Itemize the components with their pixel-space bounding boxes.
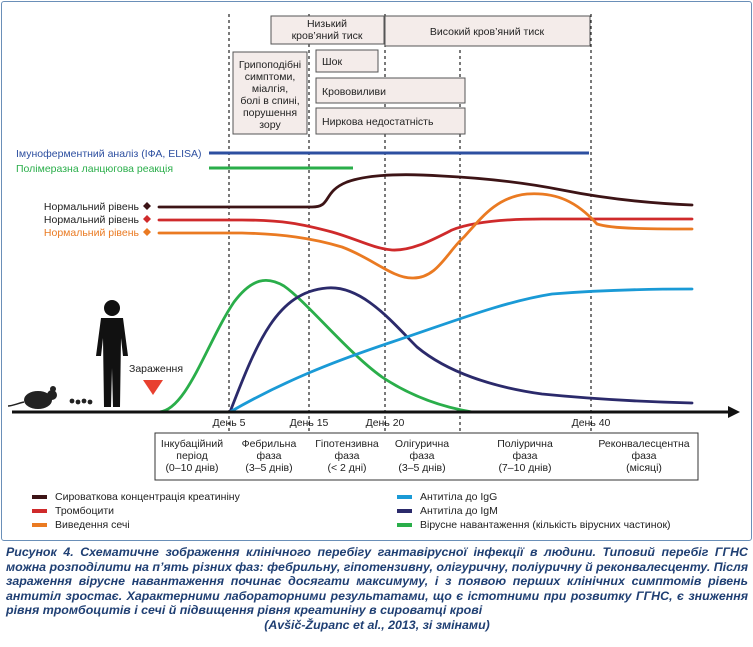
flu-symptoms-box bbox=[232, 51, 308, 135]
pcr-label: Полімеразна ланцюгова реакція bbox=[16, 163, 173, 175]
top-boxes: Низький кров’яний тиск Високий кров’яний … bbox=[232, 15, 591, 135]
creatinine-curve bbox=[157, 173, 694, 209]
legend-swatch bbox=[32, 509, 47, 513]
phase-label: Олігурична фаза (3–5 днів) bbox=[395, 438, 449, 474]
platelets-curve bbox=[157, 217, 694, 252]
flu-symptoms-line: зору bbox=[259, 119, 281, 131]
normal-level-creatinine: Нормальний рівень bbox=[44, 201, 140, 213]
phase-label: Фебрильна фаза (3–5 днів) bbox=[242, 438, 297, 474]
shock-box bbox=[315, 49, 379, 73]
phase-label: Реконвалесцентна фаза (місяці) bbox=[598, 438, 689, 474]
diagram-frame: Низький кров’яний тиск Високий кров’яний … bbox=[1, 1, 752, 541]
normal-level-urine-marker bbox=[143, 228, 151, 236]
phase-label: Гіпотензивна фаза (< 2 дні) bbox=[315, 438, 379, 474]
shock-label: Шок bbox=[322, 56, 342, 68]
legend-swatch bbox=[397, 509, 412, 513]
legend-swatch bbox=[397, 495, 412, 499]
legend-label: Вірусне навантаження (кількість вірусних… bbox=[420, 519, 671, 531]
caption-source: (Avšič-Županc et al., 2013, зі змінами) bbox=[264, 617, 490, 632]
infection-triangle-icon bbox=[143, 380, 163, 395]
hemorrhage-box bbox=[315, 77, 466, 104]
flu-symptoms-line: міалгія, bbox=[252, 83, 288, 95]
day-20-label: День 20 bbox=[366, 417, 405, 429]
legend-label: Виведення сечі bbox=[55, 519, 130, 531]
day-5-label: День 5 bbox=[213, 417, 246, 429]
infection-label: Зараження bbox=[129, 363, 183, 375]
high-bp-box bbox=[384, 15, 591, 47]
legend-label: Антитіла до IgM bbox=[420, 505, 498, 517]
phase-labels: Інкубаційний період (0–10 днів) Фебрильна фа… bbox=[161, 438, 690, 474]
igm-curve bbox=[228, 286, 694, 414]
phases-box bbox=[154, 432, 699, 481]
flu-symptoms-line: болі в спині, bbox=[240, 95, 299, 107]
legend: Сироваткова концентрація креатиніну Тромб… bbox=[32, 491, 671, 531]
curves bbox=[157, 173, 694, 414]
human-silhouette-icon bbox=[96, 300, 128, 407]
day-15-label: День 15 bbox=[290, 417, 329, 429]
elisa-label: Імуноферментний аналіз (ІФА, ELISA) bbox=[16, 148, 202, 160]
low-bp-label: Низький кров’яний тиск bbox=[292, 18, 363, 42]
legend-label: Антитіла до IgG bbox=[420, 491, 497, 503]
legend-swatch bbox=[32, 523, 47, 527]
renal-failure-label: Ниркова недостатність bbox=[322, 116, 434, 128]
normal-level-platelets: Нормальний рівень bbox=[44, 214, 140, 226]
day-40-label: День 40 bbox=[572, 417, 611, 429]
legend-swatch bbox=[32, 495, 47, 499]
time-axis-arrowhead bbox=[728, 406, 740, 418]
normal-level-platelets-marker bbox=[143, 215, 151, 223]
phase-label: Інкубаційний період (0–10 днів) bbox=[161, 438, 223, 474]
flu-symptoms-line: симптоми, bbox=[245, 71, 296, 83]
normal-level-creatinine-marker bbox=[143, 202, 151, 210]
figure-caption: Рисунок 4. Схематичне зображення клінічн… bbox=[6, 545, 748, 633]
flu-symptoms-line: Грипоподібні bbox=[239, 59, 301, 71]
flu-symptoms-line: порушення bbox=[243, 107, 297, 119]
viral-load-curve bbox=[157, 278, 474, 414]
hantavirus-course-diagram: Низький кров’яний тиск Високий кров’яний … bbox=[7, 14, 740, 531]
low-bp-box bbox=[270, 15, 385, 45]
flu-symptoms-label: Грипоподібні симптоми, міалгія, болі в спин… bbox=[239, 59, 301, 131]
phase-label: Поліурична фаза (7–10 днів) bbox=[497, 438, 553, 474]
legend-label: Сироваткова концентрація креатиніну bbox=[55, 491, 241, 503]
normal-level-urine: Нормальний рівень bbox=[44, 227, 140, 239]
renal-failure-box bbox=[315, 107, 466, 135]
igg-curve bbox=[228, 287, 694, 414]
mouse-icon bbox=[7, 386, 93, 409]
caption-text: Рисунок 4. Схематичне зображення клінічн… bbox=[6, 545, 748, 618]
legend-swatch bbox=[397, 523, 412, 527]
urine-curve bbox=[157, 192, 694, 280]
legend-label: Тромбоцити bbox=[55, 505, 114, 517]
high-bp-label: Високий кров’яний тиск bbox=[430, 26, 545, 38]
hemorrhage-label: Крововиливи bbox=[322, 86, 386, 98]
